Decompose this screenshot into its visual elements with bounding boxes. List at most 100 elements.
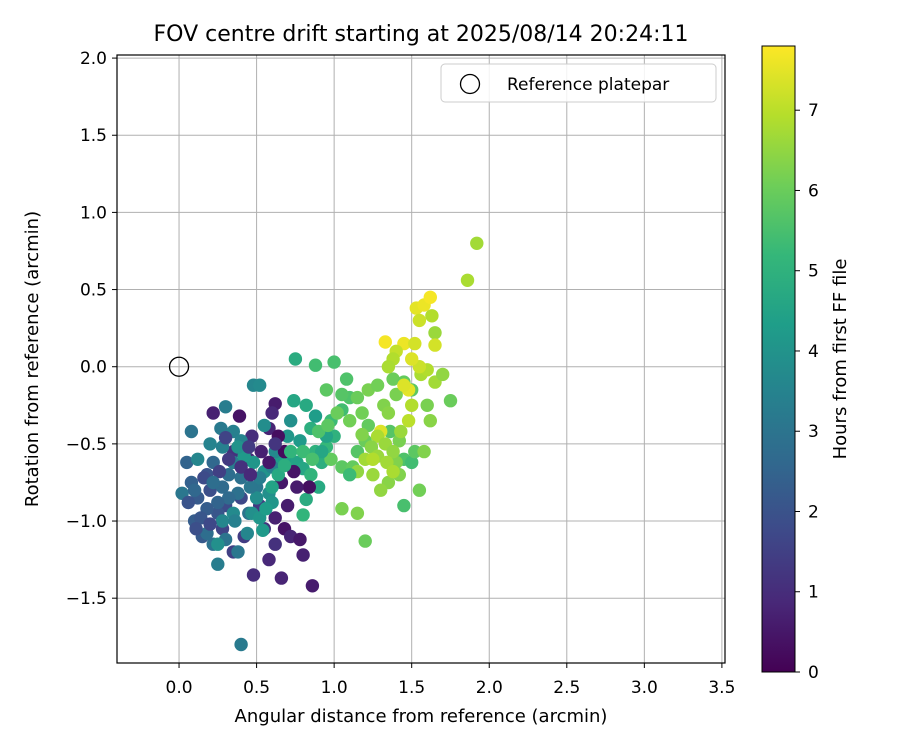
scatter-point	[211, 495, 225, 510]
colorbar-label: Hours from first FF file	[830, 259, 851, 460]
grid	[117, 55, 725, 663]
scatter-point	[293, 434, 307, 448]
reference-point	[168, 356, 190, 377]
scatter-point	[284, 414, 298, 428]
x-tick-label: 3.5	[708, 678, 735, 698]
x-tick-label: 0.0	[166, 678, 193, 698]
scatter-point	[443, 394, 458, 408]
y-tick-label: 0.5	[80, 281, 107, 301]
scatter-point	[290, 480, 304, 494]
scatter-point	[280, 429, 295, 443]
scatter-point	[420, 398, 434, 412]
scatter-point	[350, 390, 365, 405]
scatter-point	[203, 437, 217, 451]
scatter-point	[211, 537, 225, 551]
scatter-point	[381, 406, 396, 420]
scatter-point	[366, 452, 380, 466]
scatter-point	[284, 444, 298, 459]
scatter-point	[234, 460, 248, 474]
scatter-point	[243, 480, 258, 494]
scatter-point	[253, 378, 267, 392]
scatter-point	[234, 637, 248, 652]
scatter-point	[425, 309, 439, 323]
colorbar-tick-label: 7	[808, 101, 819, 121]
scatter-point	[343, 468, 357, 482]
y-tick-label: 2.0	[80, 49, 107, 69]
scatter-point	[412, 313, 427, 328]
axis-ticks: 0.0 0.5 1.0 1.5 2.0 2.5 3.0 3.5 −1.5 −1.0 −0.5 0.0 0…	[66, 49, 736, 698]
scatter-point	[232, 409, 247, 423]
scatter-point	[222, 491, 236, 505]
scatter-point	[423, 290, 437, 304]
scatter-point	[436, 367, 450, 382]
colorbar-ticks: 0 1 2 3 4 5 6 7	[795, 101, 819, 683]
scatter-point	[243, 468, 258, 482]
x-tick-label: 2.0	[476, 678, 503, 698]
scatter-point	[265, 480, 279, 494]
legend: Reference platepar	[440, 63, 717, 103]
scatter-point	[218, 400, 233, 414]
x-axis-label: Angular distance from reference (arcmin)	[235, 706, 608, 727]
scatter-point	[299, 492, 313, 507]
scatter-point	[412, 483, 427, 497]
scatter-point	[470, 236, 484, 250]
scatter-point	[386, 464, 400, 479]
scatter-point	[211, 557, 225, 571]
legend-marker-reference	[459, 73, 481, 95]
scatter-point	[293, 532, 307, 547]
scatter-point	[408, 444, 422, 459]
scatter-point	[408, 336, 422, 351]
scatter-point	[319, 383, 334, 397]
scatter-point	[383, 424, 397, 439]
scatter-point	[308, 409, 323, 423]
scatter-point	[343, 414, 357, 428]
scatter-point	[335, 387, 349, 402]
scatter-point	[417, 444, 431, 459]
scatter-point	[305, 452, 320, 466]
scatter-point	[280, 498, 295, 513]
scatter-point	[296, 548, 310, 562]
colorbar-tick-label: 5	[808, 262, 819, 282]
scatter-point	[181, 495, 195, 510]
y-tick-label: 0.0	[80, 358, 107, 378]
scatter-point	[350, 506, 365, 520]
plot-frame	[116, 54, 726, 664]
colorbar-tick-label: 2	[808, 502, 819, 522]
scatter-point	[374, 483, 388, 497]
y-tick-label: −1.0	[66, 512, 107, 532]
scatter-point	[256, 523, 270, 537]
y-axis-label: Rotation from reference (arcmin)	[22, 211, 43, 507]
scatter-point	[180, 455, 194, 470]
scatter-point	[389, 387, 403, 402]
scatter-point	[265, 406, 279, 420]
x-tick-label: 1.5	[398, 678, 425, 698]
x-tick-label: 3.0	[631, 678, 658, 698]
scatter-point	[268, 511, 282, 525]
scatter-point	[460, 273, 475, 287]
y-tick-label: 1.5	[80, 126, 107, 146]
scatter-point	[228, 514, 242, 528]
reference-marker	[168, 356, 190, 377]
colorbar-tick-label: 1	[808, 583, 819, 603]
scatter-point	[206, 475, 220, 490]
scatter-point	[215, 514, 230, 528]
scatter-point	[240, 526, 254, 541]
scatter-point	[305, 579, 320, 593]
data-points	[175, 236, 484, 652]
scatter-point	[366, 468, 380, 482]
y-tick-label: 1.0	[80, 203, 107, 223]
scatter-point	[405, 455, 419, 470]
scatter-point	[324, 452, 338, 466]
scatter-point	[206, 406, 220, 420]
scatter-point	[405, 398, 419, 412]
scatter-point	[268, 437, 282, 451]
scatter-point	[184, 424, 199, 439]
scatter-point	[277, 458, 292, 473]
chart-title: FOV centre drift starting at 2025/08/14 …	[154, 22, 689, 47]
scatter-point	[394, 424, 408, 439]
scatter-point	[296, 444, 310, 459]
scatter-point	[423, 414, 437, 428]
scatter-point	[378, 335, 392, 349]
scatter-point	[274, 571, 289, 585]
